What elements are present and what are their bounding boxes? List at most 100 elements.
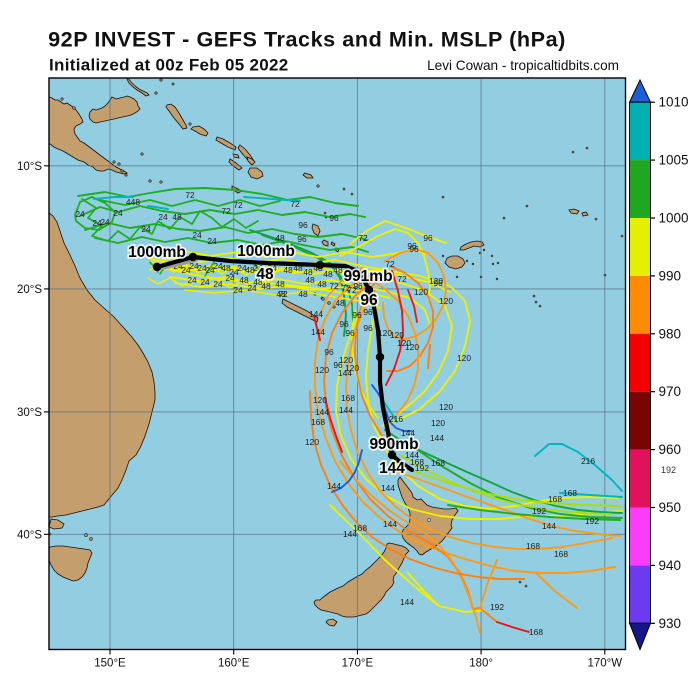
svg-text:120: 120 (431, 418, 445, 428)
svg-text:160°E: 160°E (218, 658, 250, 670)
svg-text:48: 48 (333, 265, 343, 275)
svg-text:448: 448 (126, 197, 140, 207)
svg-text:30°S: 30°S (17, 407, 42, 419)
svg-text:1005: 1005 (659, 153, 689, 168)
svg-text:24: 24 (100, 217, 110, 227)
svg-text:24: 24 (229, 267, 239, 277)
svg-text:72: 72 (358, 233, 368, 243)
svg-text:72: 72 (329, 281, 339, 291)
svg-text:48: 48 (256, 266, 274, 283)
svg-text:168: 168 (563, 488, 577, 498)
svg-text:120: 120 (305, 437, 319, 447)
svg-text:170°E: 170°E (342, 658, 374, 670)
svg-text:40°S: 40°S (17, 529, 42, 541)
svg-text:96: 96 (339, 319, 349, 329)
svg-text:168: 168 (554, 549, 568, 559)
svg-text:930: 930 (659, 616, 682, 631)
svg-text:144: 144 (338, 368, 352, 378)
svg-text:168: 168 (341, 393, 355, 403)
svg-text:48: 48 (323, 269, 333, 279)
svg-text:120: 120 (439, 296, 453, 306)
svg-text:48: 48 (221, 263, 231, 273)
svg-text:96: 96 (360, 292, 378, 309)
svg-text:24: 24 (237, 263, 247, 273)
svg-text:96: 96 (360, 292, 378, 309)
svg-text:991mb: 991mb (343, 268, 392, 285)
svg-text:48: 48 (275, 233, 285, 243)
svg-text:10°S: 10°S (17, 161, 42, 173)
svg-text:24: 24 (181, 265, 191, 275)
svg-text:96: 96 (352, 310, 362, 320)
svg-text:144: 144 (430, 433, 444, 443)
svg-text:24: 24 (253, 263, 263, 273)
svg-text:24: 24 (189, 261, 199, 271)
svg-text:120: 120 (313, 395, 327, 405)
svg-text:96: 96 (324, 347, 334, 357)
svg-text:48: 48 (303, 267, 313, 277)
svg-text:24: 24 (213, 261, 223, 271)
svg-text:120: 120 (414, 287, 428, 297)
svg-text:144: 144 (311, 327, 325, 337)
svg-text:1000mb: 1000mb (237, 243, 295, 260)
svg-text:144: 144 (379, 460, 405, 477)
svg-text:1000: 1000 (659, 211, 689, 226)
svg-text:72: 72 (343, 267, 353, 277)
svg-text:170°W: 170°W (587, 658, 622, 670)
svg-text:72: 72 (397, 274, 407, 284)
svg-text:120: 120 (339, 355, 353, 365)
svg-text:120: 120 (397, 338, 411, 348)
svg-text:24: 24 (141, 224, 151, 234)
svg-text:120: 120 (345, 363, 359, 373)
svg-text:48: 48 (283, 265, 293, 275)
svg-text:96: 96 (363, 307, 373, 317)
svg-text:48: 48 (305, 275, 315, 285)
svg-text:96: 96 (329, 213, 339, 223)
svg-text:96: 96 (345, 328, 355, 338)
svg-text:120: 120 (390, 330, 404, 340)
svg-text:192: 192 (490, 602, 504, 612)
svg-text:24: 24 (267, 263, 277, 273)
svg-text:48: 48 (253, 277, 263, 287)
svg-text:970: 970 (659, 384, 682, 399)
svg-text:72: 72 (185, 190, 195, 200)
svg-text:24: 24 (192, 230, 202, 240)
svg-text:24: 24 (197, 263, 207, 273)
svg-text:144: 144 (339, 405, 353, 415)
svg-text:72: 72 (233, 200, 243, 210)
svg-text:144: 144 (405, 450, 419, 460)
svg-text:216: 216 (581, 456, 595, 466)
svg-text:192: 192 (532, 506, 546, 516)
svg-text:144: 144 (401, 428, 415, 438)
svg-text:20°S: 20°S (17, 284, 42, 296)
svg-text:192: 192 (415, 463, 429, 473)
svg-text:1000mb: 1000mb (128, 244, 186, 261)
svg-text:96: 96 (433, 278, 443, 288)
svg-text:120: 120 (378, 328, 392, 338)
svg-text:96: 96 (353, 281, 363, 291)
svg-text:990mb: 990mb (369, 436, 418, 453)
svg-text:96: 96 (333, 360, 343, 370)
svg-text:144: 144 (400, 597, 414, 607)
svg-text:72: 72 (290, 199, 300, 209)
svg-text:1000mb: 1000mb (237, 243, 295, 260)
svg-text:990: 990 (659, 268, 682, 283)
svg-text:120: 120 (457, 353, 471, 363)
svg-text:24: 24 (75, 209, 85, 219)
svg-text:168: 168 (353, 523, 367, 533)
svg-text:991mb: 991mb (343, 268, 392, 285)
svg-text:72: 72 (278, 289, 288, 299)
svg-text:24: 24 (261, 267, 271, 277)
svg-text:990mb: 990mb (369, 436, 418, 453)
svg-text:144: 144 (383, 519, 397, 529)
svg-text:96: 96 (363, 323, 373, 333)
svg-text:48: 48 (293, 263, 303, 273)
svg-text:24: 24 (92, 218, 102, 228)
svg-text:96: 96 (409, 244, 419, 254)
svg-text:168: 168 (526, 541, 540, 551)
svg-text:48: 48 (172, 212, 182, 222)
svg-text:72: 72 (341, 283, 351, 293)
svg-text:980: 980 (659, 326, 682, 341)
svg-text:96: 96 (298, 220, 308, 230)
svg-text:48: 48 (239, 275, 249, 285)
svg-text:92P INVEST - GEFS Tracks and M: 92P INVEST - GEFS Tracks and Min. MSLP (… (48, 27, 566, 52)
